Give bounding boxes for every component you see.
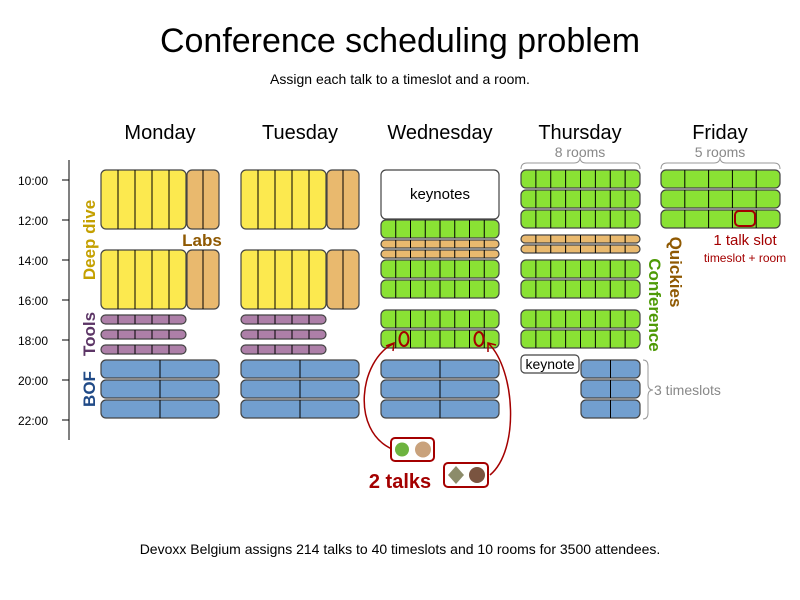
label-conference: Conference <box>645 258 664 352</box>
tools-row <box>100 344 187 355</box>
tools-row <box>100 329 187 340</box>
axis-tick-label: 20:00 <box>18 374 48 388</box>
label-labs: Labs <box>182 231 222 250</box>
day-friday: Friday <box>692 122 748 144</box>
deep-dive-block <box>100 169 187 230</box>
assigned-slot-2 <box>473 331 485 347</box>
brace-3-timeslots <box>642 359 654 420</box>
axis-tick-label: 14:00 <box>18 254 48 268</box>
label-5-rooms: 5 rooms <box>695 144 746 160</box>
schedule-blocks <box>100 169 781 419</box>
conference-row <box>660 189 781 209</box>
label-quickies: Quickies <box>666 237 685 308</box>
brace-8-rooms <box>520 156 641 170</box>
deep-dive-block <box>240 249 327 310</box>
assigned-slot-1 <box>398 331 410 347</box>
conference-row <box>660 169 781 189</box>
axis-tick-label: 22:00 <box>18 414 48 428</box>
spring-logo-icon <box>395 442 409 457</box>
label-talk-slot: 1 talk slot <box>713 232 777 249</box>
day-tuesday: Tuesday <box>262 122 338 144</box>
label-3-timeslots: 3 timeslots <box>654 382 721 398</box>
arrow-talk-2 <box>487 342 512 476</box>
arrow-talk-1 <box>363 341 395 450</box>
keynote-box <box>520 354 580 374</box>
brace-5-rooms <box>660 156 781 170</box>
axis-tick-label: 12:00 <box>18 214 48 228</box>
label-2-talks: 2 talks <box>369 471 431 493</box>
subtitle: Assign each talk to a timeslot and a roo… <box>270 71 530 87</box>
label-tools: Tools <box>80 312 99 356</box>
label-deep-dive: Deep dive <box>80 200 99 280</box>
footer: Devoxx Belgium assigns 214 talks to 40 t… <box>140 541 661 557</box>
tools-row <box>240 314 327 325</box>
deep-dive-block <box>240 169 327 230</box>
keynotes-box <box>380 169 500 220</box>
conference-row <box>660 209 781 229</box>
day-monday: Monday <box>124 122 195 144</box>
deep-dive-block <box>100 249 187 310</box>
tools-row <box>240 344 327 355</box>
axis-tick-label: 10:00 <box>18 174 48 188</box>
speaker-avatar-2 <box>469 467 485 483</box>
tools-row <box>240 329 327 340</box>
tools-row <box>100 314 187 325</box>
project-logo-icon <box>448 466 464 484</box>
talk-slot-highlight <box>734 210 756 227</box>
speaker-avatar-1 <box>415 441 431 458</box>
keynotes-label: keynotes <box>410 186 470 203</box>
keynote-label: keynote <box>525 356 574 372</box>
label-8-rooms: 8 rooms <box>555 144 606 160</box>
day-wednesday: Wednesday <box>387 122 492 144</box>
axis-tick-label: 18:00 <box>18 334 48 348</box>
day-thursday: Thursday <box>538 122 621 144</box>
axis-tick-label: 16:00 <box>18 294 48 308</box>
label-talk-slot-sub: timeslot + room <box>704 251 786 265</box>
time-axis: 10:00 12:00 14:00 16:00 18:00 20:00 22:00 <box>18 160 70 440</box>
title: Conference scheduling problem <box>160 22 640 60</box>
label-bof: BOF <box>80 371 99 407</box>
